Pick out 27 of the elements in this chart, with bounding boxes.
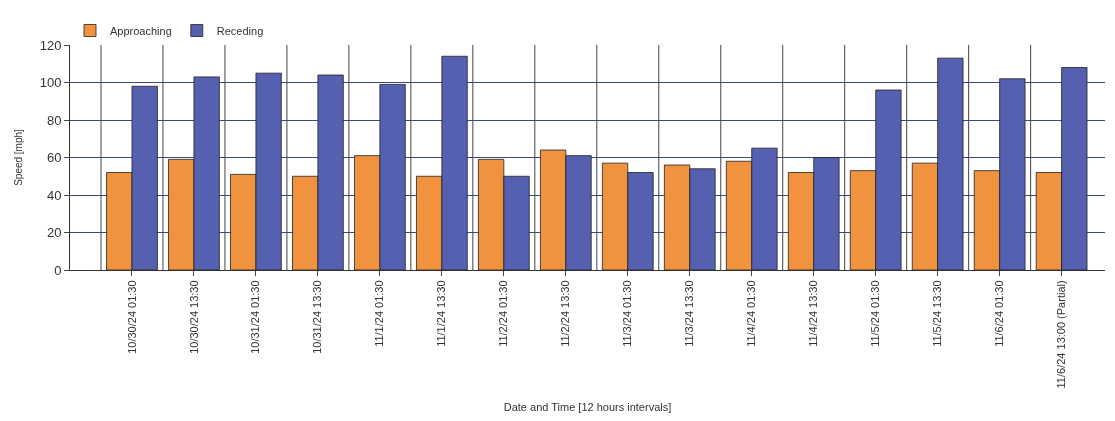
x-tick-label: 11/4/24 13:30 <box>807 280 820 347</box>
x-tick-label: 10/31/24 13:30 <box>311 280 324 354</box>
x-tick-label: 11/5/24 13:30 <box>931 280 944 347</box>
legend-label: Receding <box>216 24 264 37</box>
x-tick-label: 11/2/24 13:30 <box>559 280 572 347</box>
x-tick-label: 11/1/24 13:30 <box>435 280 448 347</box>
x-tick-label: 10/30/24 01:30 <box>125 280 138 354</box>
x-tick-label: 10/30/24 13:30 <box>187 280 200 354</box>
y-tick-label: 100 <box>39 75 62 91</box>
legend-label: Approaching <box>110 24 172 37</box>
x-tick-label: 11/3/24 13:30 <box>683 280 696 347</box>
y-axis-title: Speed [mph] <box>12 128 24 186</box>
x-tick-label: 11/2/24 01:30 <box>497 280 510 347</box>
x-tick-label: 11/5/24 01:30 <box>869 280 882 347</box>
x-tick-label: 11/6/24 01:30 <box>993 280 1006 347</box>
x-tick-label: 10/31/24 01:30 <box>249 280 262 354</box>
x-tick-label: 11/3/24 01:30 <box>621 280 634 347</box>
y-tick-label: 120 <box>39 37 62 53</box>
y-tick-label: 40 <box>46 187 62 203</box>
y-tick-label: 0 <box>54 262 62 278</box>
x-axis-title: Date and Time [12 hours intervals] <box>503 400 672 413</box>
y-tick-label: 80 <box>46 112 62 128</box>
x-tick-label: 11/4/24 01:30 <box>745 280 758 347</box>
y-tick-label: 20 <box>46 225 62 241</box>
x-tick-label: 11/6/24 13:00 (Partial) <box>1055 280 1068 389</box>
y-tick-label: 60 <box>46 150 62 166</box>
x-tick-label: 11/1/24 01:30 <box>373 280 386 347</box>
